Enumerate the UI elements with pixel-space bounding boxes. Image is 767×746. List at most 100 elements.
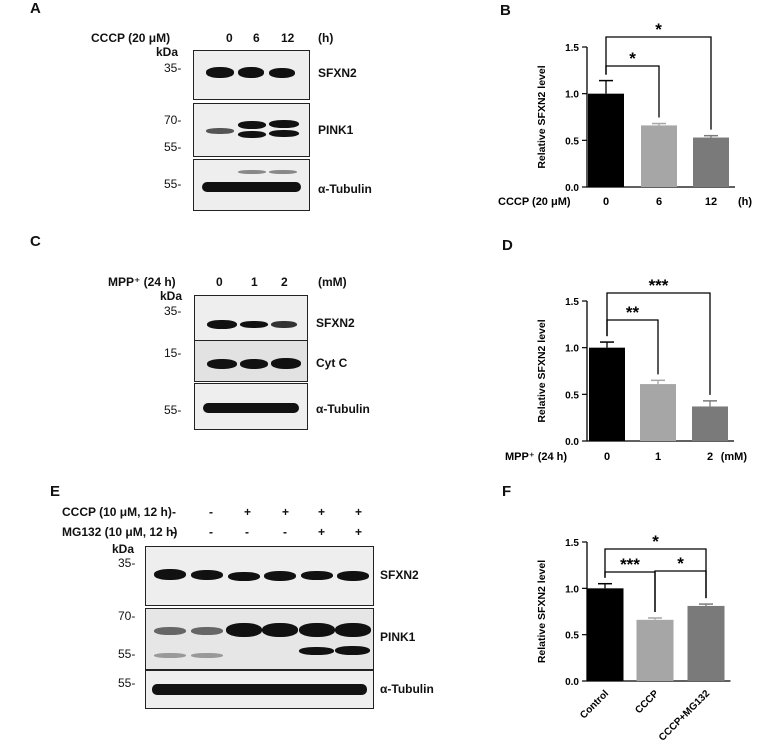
panel-c-blot-name-cytc: Cyt C xyxy=(316,356,348,370)
panel-c-marker-15: 15- xyxy=(164,346,182,360)
chart-f-bracket-1 xyxy=(654,570,707,612)
panel-f-label: F xyxy=(502,483,512,500)
panel-e-cccp-sign-6: + xyxy=(355,505,363,519)
panel-e-cccp-sign-4: + xyxy=(282,505,290,519)
panel-d-label: D xyxy=(502,237,513,254)
panel-e-blot-tubulin xyxy=(145,670,374,709)
chart-f-ytick-label-0: 0.0 xyxy=(565,677,579,688)
panel-e-blot-pink1 xyxy=(145,608,374,670)
chart-d-xunit: (mM) xyxy=(721,451,748,463)
chart-d-ytick-label-0: 0.0 xyxy=(565,437,579,448)
chart-f-bar-2 xyxy=(687,605,725,681)
chart-f-ytick-label-1: 0.5 xyxy=(565,631,579,642)
panel-a-marker-70: 70- xyxy=(164,113,182,127)
chart-d-xlabel: MPP⁺ (24 h) xyxy=(505,451,567,463)
chart-f-bar-1 xyxy=(636,619,674,681)
chart-d-ytick-label-1: 0.5 xyxy=(565,390,579,401)
panel-a-blot-name-pink1: PINK1 xyxy=(318,123,354,137)
panel-e-row-mg132-label: MG132 (10 μM, 12 h) xyxy=(62,525,178,539)
panel-c-treatment-label: MPP⁺ (24 h) xyxy=(108,275,176,289)
panel-e-mg132-sign-5: + xyxy=(318,525,326,539)
chart-f-ytick-label-3: 1.5 xyxy=(565,538,579,549)
chart-d-ytick-label-2: 1.0 xyxy=(565,344,579,355)
chart-b-ytick-label-0: 0.0 xyxy=(565,183,579,194)
chart-b-sig-1: * xyxy=(655,20,662,39)
panel-e-cccp-sign-5: + xyxy=(318,505,326,519)
chart-b-bar-1 xyxy=(641,125,677,187)
panel-e-mg132-sign-2: - xyxy=(209,525,213,539)
panel-a-dose-1: 6 xyxy=(253,31,260,45)
panel-e-kda: kDa xyxy=(112,542,135,556)
chart-b-xunit: (h) xyxy=(738,196,752,208)
panel-e-marker-70: 70- xyxy=(118,609,136,623)
panel-c-marker-35: 35- xyxy=(164,304,182,318)
panel-c-label: C xyxy=(30,233,41,250)
panel-a-marker-55b: 55- xyxy=(164,177,182,191)
panel-e-cccp-sign-2: - xyxy=(209,505,213,519)
panel-e-mg132-sign-1: - xyxy=(172,525,176,539)
panel-a-blot-name-sfxn2: SFXN2 xyxy=(318,66,357,80)
panel-e-mg132-sign-4: - xyxy=(283,525,287,539)
panel-e-marker-35: 35- xyxy=(118,556,136,570)
chart-d-bar-0 xyxy=(589,347,625,441)
chart-f-sig-1: * xyxy=(677,554,684,573)
panel-c-blot-name-tubulin: α-Tubulin xyxy=(316,402,370,416)
panel-c-blot-cytc xyxy=(194,340,308,382)
chart-b-ytick-label-3: 1.5 xyxy=(565,43,579,54)
chart-b-bracket-1 xyxy=(605,36,712,130)
chart-b-bar-0 xyxy=(588,93,624,187)
chart-d-sig-0: ** xyxy=(626,303,640,322)
panel-e-row-cccp-label: CCCP (10 μM, 12 h) xyxy=(62,505,172,519)
chart-f-sig-2: * xyxy=(652,532,659,551)
panel-c-blot-name-sfxn2: SFXN2 xyxy=(316,316,355,330)
panel-e-cccp-sign-1: - xyxy=(172,505,176,519)
panel-c-blot-sfxn2 xyxy=(194,295,308,342)
panel-e-blot-sfxn2 xyxy=(145,546,374,606)
panel-c-blot-tubulin xyxy=(194,383,308,430)
chart-b-ylabel: Relative SFXN2 level xyxy=(536,65,548,168)
panel-a-dose-2: 12 xyxy=(281,31,295,45)
chart-b-cat-0: 0 xyxy=(603,196,609,208)
panel-a-blot-sfxn2 xyxy=(193,50,310,100)
panel-c-kda: kDa xyxy=(160,289,183,303)
panel-a-dose-0: 0 xyxy=(226,31,233,45)
chart-b-ytick-label-2: 1.0 xyxy=(565,90,579,101)
panel-a-blot-tubulin xyxy=(193,159,310,211)
chart-b-sig-0: * xyxy=(629,49,636,68)
chart-d-cat-0: 0 xyxy=(604,451,610,463)
panel-a-marker-55: 55- xyxy=(164,140,182,154)
chart-f-ylabel: Relative SFXN2 level xyxy=(536,560,548,663)
panel-c-marker-55: 55- xyxy=(164,403,182,417)
chart-d-bracket-1 xyxy=(606,292,711,395)
panel-a-marker-35: 35- xyxy=(164,61,182,75)
chart-d-sig-1: *** xyxy=(649,276,669,295)
panel-b-label: B xyxy=(500,2,511,19)
panel-e-cccp-sign-3: + xyxy=(244,505,252,519)
panel-c-dose-0: 0 xyxy=(216,275,223,289)
panel-a-unit: (h) xyxy=(318,31,334,45)
chart-f-cat-0: Control xyxy=(578,688,611,721)
chart-f-cat-2: CCCP+MG132 xyxy=(657,688,712,743)
chart-b-bar-2 xyxy=(693,137,729,187)
chart-d-bar-1 xyxy=(640,384,676,441)
chart-f-bracket-2 xyxy=(604,548,707,599)
chart-d-bar-2 xyxy=(692,406,728,441)
panel-a-blot-name-tubulin: α-Tubulin xyxy=(318,182,372,196)
panel-c-dose-1: 1 xyxy=(251,275,258,289)
panel-e-blot-name-sfxn2: SFXN2 xyxy=(380,568,419,582)
chart-b-ytick-label-1: 0.5 xyxy=(565,136,579,147)
panel-c-unit: (mM) xyxy=(318,275,347,289)
panel-e-marker-55: 55- xyxy=(118,647,136,661)
panel-e-mg132-sign-3: - xyxy=(245,525,249,539)
panel-e-label: E xyxy=(50,483,61,500)
chart-b-cat-1: 6 xyxy=(656,196,662,208)
panel-e-blot-name-tubulin: α-Tubulin xyxy=(380,682,434,696)
chart-d-cat-2: 2 xyxy=(707,451,713,463)
panel-e-marker-55b: 55- xyxy=(118,676,136,690)
chart-d-ylabel: Relative SFXN2 level xyxy=(536,319,548,422)
chart-d-ytick-label-3: 1.5 xyxy=(565,297,579,308)
chart-b-cat-2: 12 xyxy=(705,196,717,208)
chart-d-cat-1: 1 xyxy=(655,451,661,463)
panel-a-kda: kDa xyxy=(156,45,179,59)
